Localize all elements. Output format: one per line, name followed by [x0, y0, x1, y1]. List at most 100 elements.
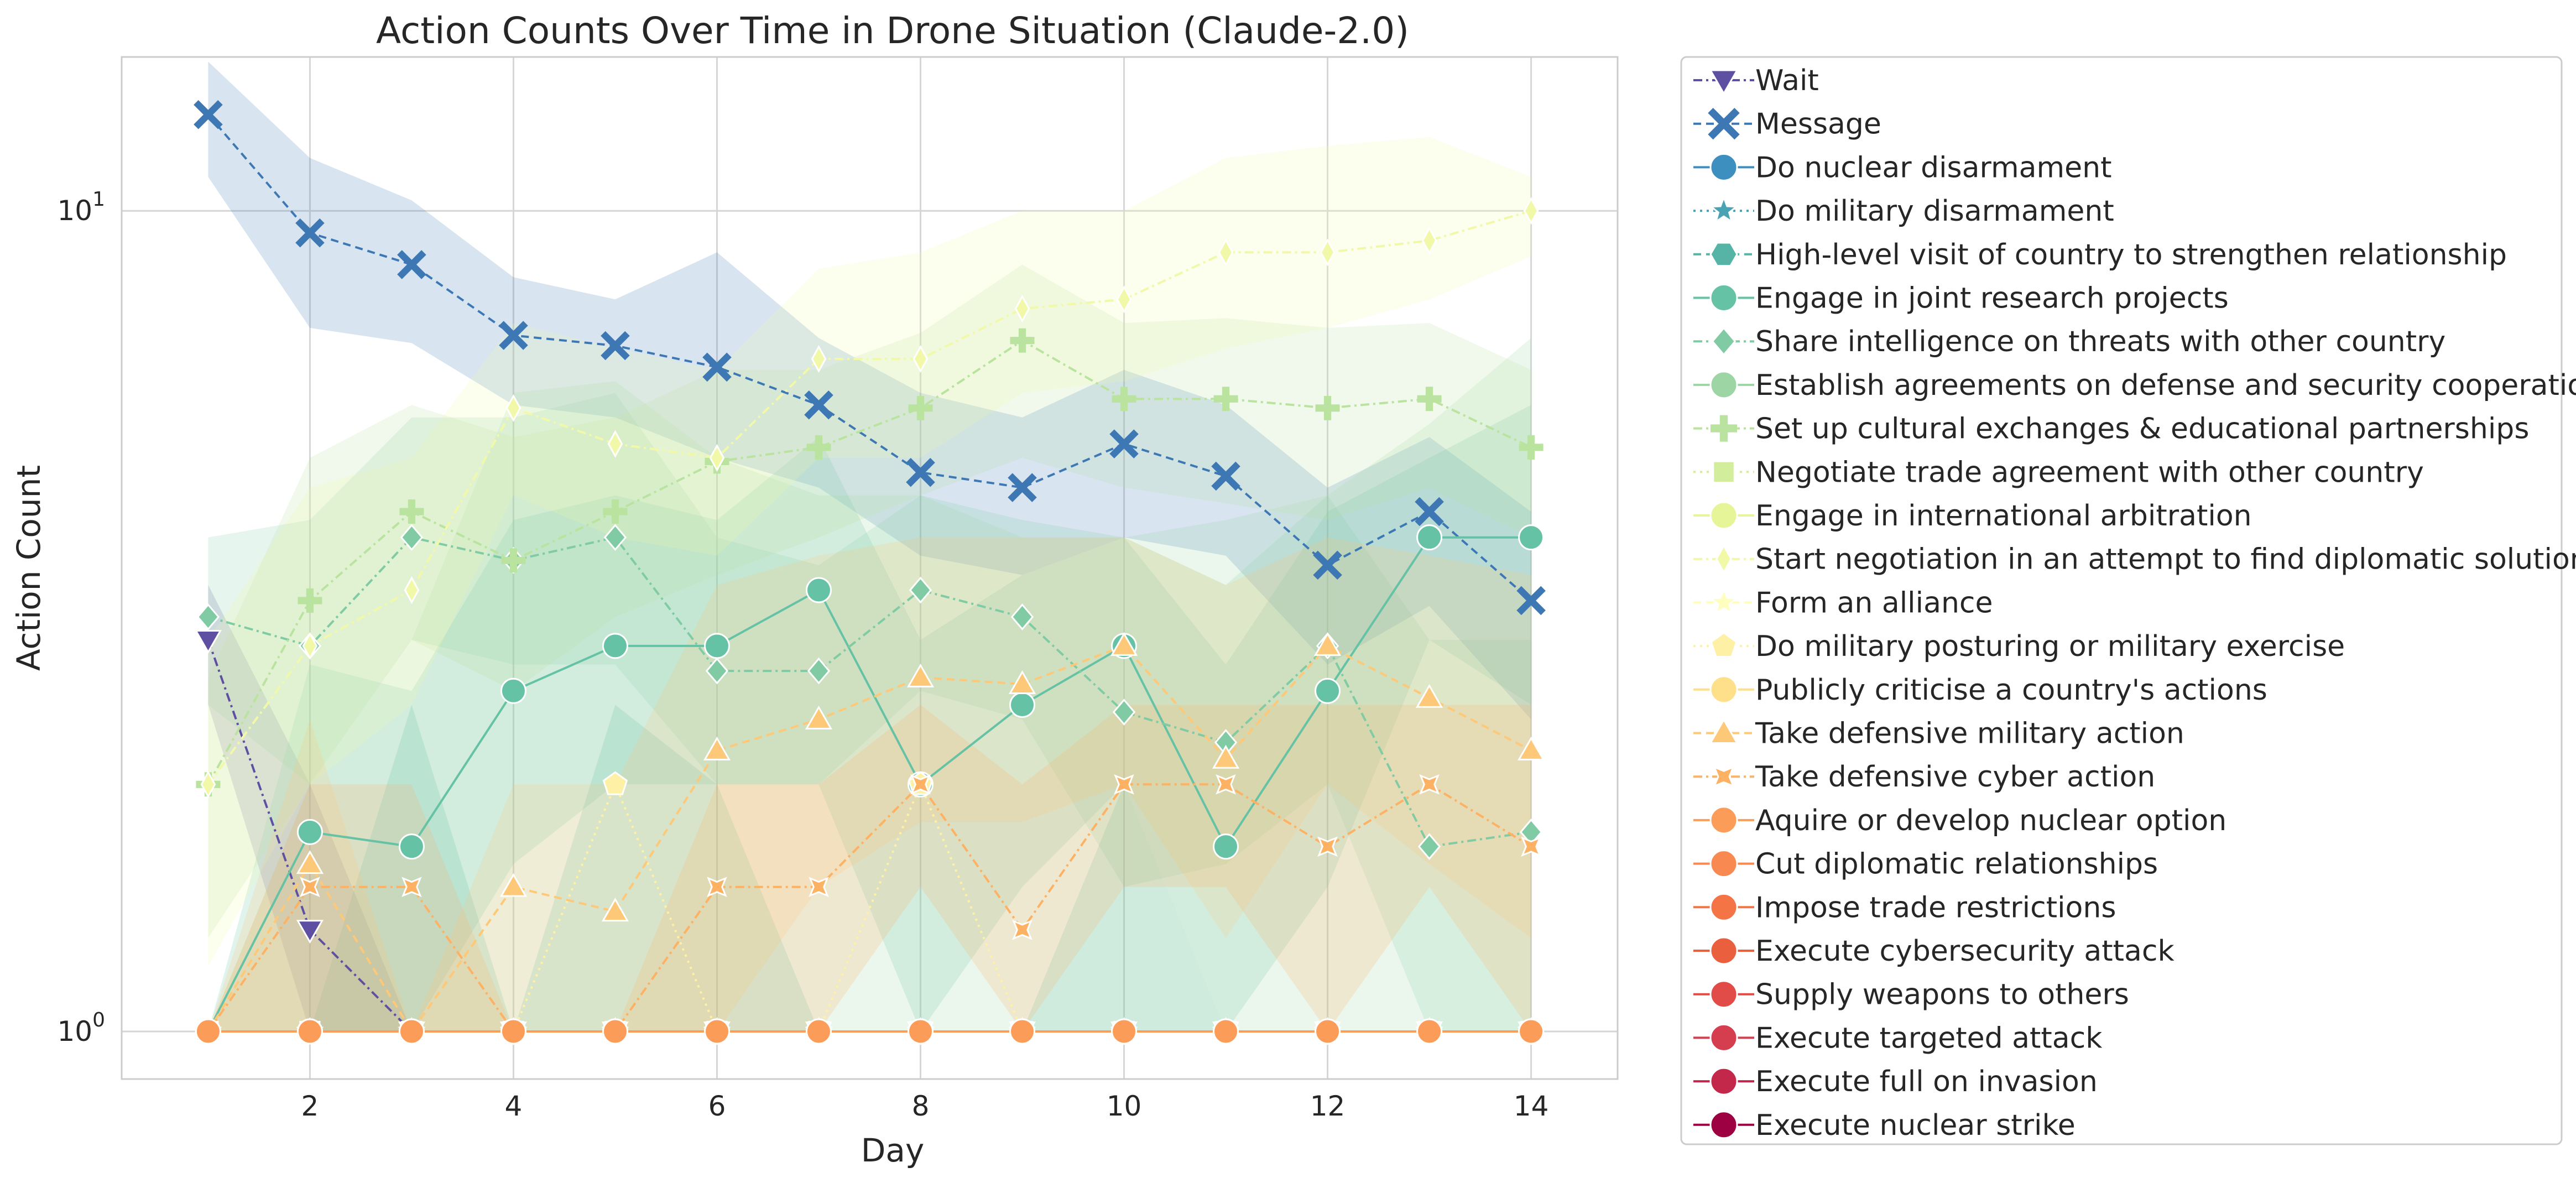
- point-message: [1109, 429, 1139, 458]
- point-take-defensive-cyber-action: [1419, 774, 1440, 795]
- point-set-up-cultural-exchanges-educational-partnerships: [908, 395, 933, 420]
- legend-label: High-level visit of country to strengthe…: [1755, 238, 2507, 272]
- point-message: [804, 390, 833, 420]
- point-aquire-or-develop-nuclear-option: [195, 1018, 221, 1045]
- point-engage-in-joint-research-projects: [805, 577, 832, 603]
- point-share-intelligence-on-threats-with-other-country: [1010, 603, 1034, 630]
- legend-label: Execute cybersecurity attack: [1755, 935, 2175, 968]
- point-set-up-cultural-exchanges-educational-partnerships: [298, 588, 322, 613]
- point-engage-in-joint-research-projects: [296, 819, 323, 845]
- point-take-defensive-military-action: [601, 898, 629, 922]
- legend-label: Execute nuclear strike: [1755, 1109, 2076, 1142]
- band-start-negotiation-in-an-attempt-to-find-diplomatic-solution: [208, 137, 1531, 967]
- point-set-up-cultural-exchanges-educational-partnerships: [603, 499, 628, 524]
- point-message: [499, 321, 528, 350]
- point-share-intelligence-on-threats-with-other-country: [1112, 699, 1136, 726]
- x-tick-label: 10: [1107, 1090, 1142, 1122]
- point-message: [1008, 473, 1037, 502]
- legend-marker-engage-in-joint-research-projects: [1709, 284, 1738, 312]
- point-do-military-posturing-or-military-exercise: [602, 771, 628, 795]
- point-set-up-cultural-exchanges-educational-partnerships: [399, 499, 424, 524]
- legend-label: Engage in joint research projects: [1755, 282, 2229, 315]
- legend-label: Aquire or develop nuclear option: [1755, 804, 2226, 837]
- x-axis-label: Day: [861, 1132, 925, 1169]
- legend-label: Form an alliance: [1755, 586, 1993, 619]
- x-tick-label: 4: [505, 1090, 523, 1122]
- point-take-defensive-cyber-action: [707, 877, 727, 898]
- line-take-defensive-cyber-action: [207, 783, 1532, 1033]
- point-message: [1516, 586, 1546, 616]
- line-take-defensive-military-action: [207, 644, 1532, 1034]
- point-message: [1415, 497, 1444, 527]
- point-share-intelligence-on-threats-with-other-country: [705, 657, 729, 685]
- point-message: [397, 250, 426, 279]
- plot-frame: [121, 56, 1619, 1080]
- point-engage-in-joint-research-projects: [703, 633, 730, 659]
- legend-label: Wait: [1755, 64, 1819, 97]
- band-engage-in-joint-research-projects: [208, 405, 1531, 1032]
- point-take-defensive-cyber-action: [300, 877, 320, 897]
- point-engage-in-joint-research-projects: [1009, 692, 1036, 718]
- series-lines: [207, 113, 1532, 1034]
- point-engage-in-joint-research-projects: [602, 633, 628, 659]
- legend-label: Impose trade restrictions: [1755, 891, 2116, 924]
- point-start-negotiation-in-an-attempt-to-find-diplomatic-solution: [1320, 238, 1336, 267]
- point-start-negotiation-in-an-attempt-to-find-diplomatic-solution: [1523, 197, 1539, 225]
- x-tick-label: 14: [1514, 1090, 1549, 1122]
- point-message: [601, 331, 630, 361]
- line-start-negotiation-in-an-attempt-to-find-diplomatic-solution: [207, 210, 1532, 785]
- point-aquire-or-develop-nuclear-option: [296, 1018, 323, 1045]
- point-wait: [296, 920, 324, 944]
- point-share-intelligence-on-threats-with-other-country: [400, 524, 424, 551]
- point-start-negotiation-in-an-attempt-to-find-diplomatic-solution: [709, 444, 725, 472]
- point-engage-in-joint-research-projects: [398, 833, 425, 860]
- point-start-negotiation-in-an-attempt-to-find-diplomatic-solution: [607, 430, 623, 458]
- legend-marker-message: [1708, 108, 1740, 140]
- point-take-defensive-cyber-action: [1012, 919, 1033, 940]
- point-start-negotiation-in-an-attempt-to-find-diplomatic-solution: [302, 632, 318, 660]
- point-take-defensive-military-action: [499, 873, 528, 897]
- legend: Wait Message Do nuclear disarmament Do mili…: [1680, 56, 2576, 1145]
- point-take-defensive-cyber-action: [401, 877, 422, 897]
- legend-label: Execute full on invasion: [1755, 1065, 2098, 1098]
- legend-marker-impose-trade-restrictions: [1709, 893, 1738, 921]
- point-set-up-cultural-exchanges-educational-partnerships: [1417, 387, 1442, 411]
- point-start-negotiation-in-an-attempt-to-find-diplomatic-solution: [1116, 285, 1132, 314]
- legend-marker-publicly-criticise-a-country-s-actions: [1709, 675, 1738, 704]
- point-take-defensive-military-action: [1415, 684, 1443, 708]
- point-aquire-or-develop-nuclear-option: [602, 1018, 628, 1045]
- point-message: [906, 457, 935, 487]
- legend-frame: [1680, 56, 2563, 1145]
- legend-marker-do-military-posturing-or-military-exercise: [1710, 632, 1738, 658]
- legend-marker-execute-nuclear-strike: [1709, 1111, 1738, 1139]
- legend-label: Supply weapons to others: [1755, 978, 2129, 1012]
- point-aquire-or-develop-nuclear-option: [500, 1018, 526, 1045]
- point-aquire-or-develop-nuclear-option: [805, 1018, 832, 1045]
- band-take-defensive-military-action: [208, 537, 1531, 1031]
- legend-label: Establish agreements on defense and secu…: [1755, 369, 2576, 402]
- point-aquire-or-develop-nuclear-option: [1315, 1018, 1341, 1045]
- point-take-defensive-military-action: [1313, 632, 1342, 656]
- point-start-negotiation-in-an-attempt-to-find-diplomatic-solution: [404, 576, 420, 604]
- legend-marker-cut-diplomatic-relationships: [1709, 850, 1738, 878]
- point-start-negotiation-in-an-attempt-to-find-diplomatic-solution: [1014, 294, 1030, 323]
- point-message: [1313, 550, 1342, 580]
- point-take-defensive-military-action: [703, 736, 731, 760]
- legend-marker-share-intelligence-on-threats-with-other-country: [1711, 326, 1737, 356]
- point-message: [1211, 461, 1240, 491]
- band-wait: [208, 585, 1531, 1031]
- x-tick-label: 12: [1310, 1090, 1346, 1122]
- point-aquire-or-develop-nuclear-option: [1518, 1018, 1545, 1045]
- point-take-defensive-cyber-action: [1114, 774, 1134, 795]
- point-set-up-cultural-exchanges-educational-partnerships: [806, 435, 831, 460]
- point-start-negotiation-in-an-attempt-to-find-diplomatic-solution: [912, 345, 929, 373]
- point-take-defensive-cyber-action: [910, 774, 931, 795]
- plot-area: [122, 57, 1618, 1079]
- legend-marker-engage-in-international-arbitration: [1709, 501, 1738, 530]
- legend-marker-execute-targeted-attack: [1709, 1023, 1738, 1052]
- point-take-defensive-military-action: [906, 663, 935, 687]
- point-start-negotiation-in-an-attempt-to-find-diplomatic-solution: [505, 394, 522, 422]
- point-share-intelligence-on-threats-with-other-country: [807, 657, 831, 685]
- point-set-up-cultural-exchanges-educational-partnerships: [1010, 328, 1035, 353]
